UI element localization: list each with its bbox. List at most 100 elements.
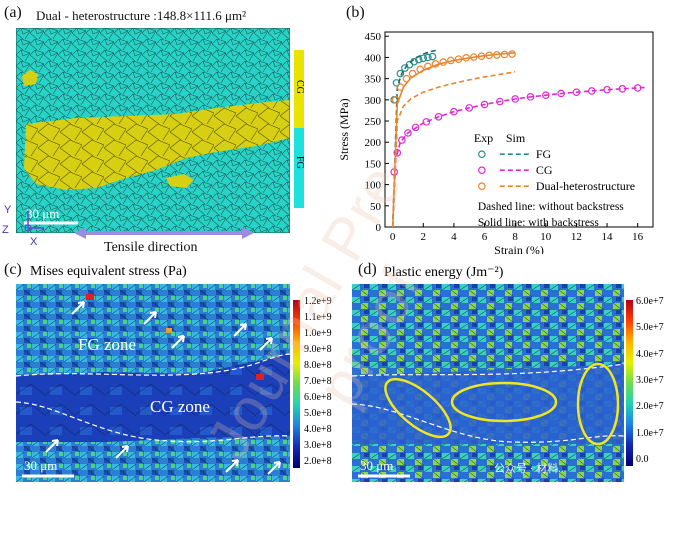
data-point bbox=[398, 136, 406, 144]
colorbar-tick-label: 2.0e+8 bbox=[304, 456, 332, 467]
x-tick-label: 0 bbox=[390, 231, 396, 243]
highlight-ellipse-1 bbox=[384, 377, 452, 439]
y-tick-label: 350 bbox=[365, 74, 382, 86]
panel-d-title: Plastic energy (Jm⁻²) bbox=[384, 265, 504, 280]
series-line bbox=[391, 86, 646, 228]
legend-header-sim: Sim bbox=[506, 131, 526, 145]
data-point bbox=[404, 129, 412, 137]
colorbar-tick-label: 8.0e+8 bbox=[304, 360, 332, 371]
cg-island bbox=[22, 70, 38, 86]
data-point bbox=[419, 54, 428, 63]
panel-d-label: (d) bbox=[358, 261, 377, 278]
colorbar-tick-label: 3.0e+7 bbox=[636, 375, 664, 386]
colorbar-tick-label: 1.0e+7 bbox=[636, 427, 664, 439]
data-point bbox=[511, 95, 519, 103]
highlight-ellipse-3 bbox=[576, 362, 620, 446]
panel-b-label: (b) bbox=[346, 4, 365, 21]
legend-label: Dual-heterostructure bbox=[536, 179, 635, 193]
x-tick-label: 16 bbox=[632, 231, 644, 243]
data-point bbox=[434, 112, 443, 121]
y-tick-label: 100 bbox=[365, 180, 382, 192]
y-tick-label: 300 bbox=[365, 95, 382, 107]
data-point bbox=[428, 52, 437, 61]
colorbar-tick-label: 5.0e+8 bbox=[304, 408, 332, 419]
legend-label: CG bbox=[536, 163, 553, 177]
plot-frame bbox=[384, 31, 654, 228]
colorbar-tick-label: 6.0e+8 bbox=[304, 392, 332, 403]
data-point bbox=[411, 123, 420, 132]
x-tick-label: 10 bbox=[540, 231, 552, 243]
y-tick-label: 50 bbox=[370, 201, 382, 213]
series-line bbox=[391, 49, 439, 228]
plastic-colorbar-ticks: 6.0e+7 5.0e+7 4.0e+7 3.0e+7 2.0e+7 1.0e+7 0.0 bbox=[636, 296, 686, 470]
microstructure-map: 30 μm bbox=[16, 28, 290, 233]
cg-legend-swatch bbox=[294, 50, 304, 128]
colorbar-tick-label: 4.0e+7 bbox=[636, 348, 664, 360]
y-tick-label: 250 bbox=[365, 116, 382, 128]
data-point bbox=[392, 79, 401, 87]
colorbar-tick-label: 0.0 bbox=[636, 454, 649, 465]
x-tick-label: 12 bbox=[571, 231, 582, 243]
legend-label: FG bbox=[536, 147, 552, 161]
colorbar-tick-label: 7.0e+8 bbox=[304, 376, 332, 387]
panel-d-scale-label: 30 μm bbox=[360, 458, 393, 473]
axis-z-label: Z bbox=[2, 224, 9, 236]
panel-a-scale-label: 30 μm bbox=[26, 206, 59, 221]
y-tick-label: 150 bbox=[365, 158, 382, 170]
panel-c-scale-label: 30 μm bbox=[24, 458, 57, 473]
data-point bbox=[508, 50, 516, 58]
cg-legend-label: CG bbox=[294, 80, 305, 94]
colorbar-tick-label: 9.0e+8 bbox=[304, 344, 332, 355]
fg-legend-label: FG bbox=[294, 156, 305, 169]
y-tick-label: 0 bbox=[376, 222, 382, 234]
source-tag: 公众号 · 材料... bbox=[494, 461, 567, 475]
y-tick-label: 200 bbox=[365, 137, 382, 149]
data-point bbox=[396, 69, 405, 78]
colorbar-tick-label: 6.0e+7 bbox=[636, 296, 664, 307]
fg-legend-swatch bbox=[294, 128, 304, 208]
data-point bbox=[393, 149, 402, 157]
x-tick-label: 6 bbox=[482, 231, 488, 243]
series-line bbox=[391, 52, 516, 228]
colorbar-tick-label: 3.0e+8 bbox=[304, 440, 332, 451]
colorbar-tick-label: 4.0e+8 bbox=[304, 424, 332, 435]
legend-header-exp: Exp bbox=[474, 131, 493, 145]
colorbar-tick-label: 1.2e+9 bbox=[304, 296, 332, 307]
colorbar-tick-label: 2.0e+7 bbox=[636, 401, 664, 413]
legend-marker bbox=[478, 182, 486, 191]
x-axis-label: Strain (%) bbox=[494, 243, 544, 254]
tensile-direction-label: Tensile direction bbox=[104, 240, 198, 255]
plastic-colorbar bbox=[626, 300, 633, 466]
y-axis-label: Stress (MPa) bbox=[337, 98, 351, 160]
data-point bbox=[424, 53, 432, 62]
series-line bbox=[391, 71, 516, 228]
data-point bbox=[542, 91, 550, 99]
plastic-energy-map: 30 μm 公众号 · 材料... bbox=[352, 284, 624, 482]
mises-stress-map: FG zone CG zone 30 μm bbox=[16, 284, 290, 482]
stress-strain-chart: 0 2 4 6 8 10 12 14 16 0 50 100 150 200 250 300 350 400 450… bbox=[337, 31, 654, 254]
data-point bbox=[450, 107, 458, 116]
y-tick-label: 400 bbox=[365, 52, 382, 64]
data-point bbox=[422, 118, 431, 126]
colorbar-tick-label: 1.1e+9 bbox=[304, 312, 332, 323]
colorbar-tick-label: 1.0e+9 bbox=[304, 328, 332, 339]
x-tick-label: 14 bbox=[602, 231, 614, 243]
legend-marker bbox=[478, 166, 486, 175]
data-point bbox=[526, 93, 535, 101]
x-tick-label: 8 bbox=[512, 231, 518, 243]
tensile-arrow bbox=[74, 227, 254, 239]
panel-c-label: (c) bbox=[4, 261, 22, 278]
highlight-ellipse-2 bbox=[450, 381, 558, 423]
panel-a-caption: Dual - heterostructure :148.8×111.6 μm² bbox=[36, 8, 247, 23]
fg-zone-label: FG zone bbox=[78, 335, 136, 354]
chart-note: Solid line: with backstress bbox=[478, 217, 600, 229]
legend-marker bbox=[478, 150, 486, 159]
panel-c-title: Mises equivalent stress (Pa) bbox=[30, 264, 187, 279]
mises-colorbar bbox=[293, 300, 300, 468]
x-tick-label: 2 bbox=[421, 231, 427, 243]
y-tick-label: 450 bbox=[365, 31, 382, 43]
mises-colorbar-ticks: 1.2e+9 1.1e+9 1.0e+9 9.0e+8 8.0e+8 7.0e+8 6.0e… bbox=[304, 296, 352, 472]
panel-a-label: (a) bbox=[4, 4, 22, 21]
x-tick-label: 4 bbox=[451, 231, 457, 243]
cg-zone-label: CG zone bbox=[150, 397, 210, 416]
